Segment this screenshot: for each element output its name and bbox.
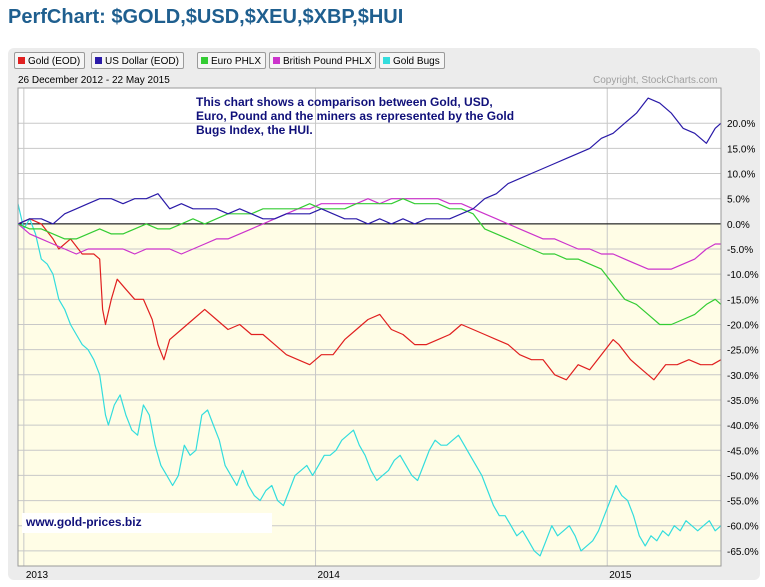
legend-button-us-dollar[interactable]: US Dollar (EOD) <box>91 52 184 69</box>
legend-swatch-us-dollar <box>95 57 102 64</box>
y-tick-label: 20.0% <box>727 119 755 130</box>
y-tick-label: 15.0% <box>727 144 755 155</box>
y-tick-label: 10.0% <box>727 170 755 181</box>
plot-border <box>17 87 722 567</box>
y-tick-label: 5.0% <box>727 195 750 206</box>
y-tick-label: -25.0% <box>727 346 759 357</box>
date-range: 26 December 2012 - 22 May 2015 <box>18 75 170 86</box>
legend-button-euro[interactable]: Euro PHLX <box>197 52 267 69</box>
legend-label-gold: Gold (EOD) <box>28 56 81 67</box>
y-tick-label: -65.0% <box>727 547 759 558</box>
y-tick-label: 0.0% <box>727 220 750 231</box>
y-tick-label: -5.0% <box>727 245 753 256</box>
legend-swatch-british-pound <box>273 57 280 64</box>
legend-swatch-euro <box>201 57 208 64</box>
y-tick-label: -45.0% <box>727 446 759 457</box>
watermark-box: www.gold-prices.biz <box>22 513 272 533</box>
plot-area-lower <box>18 223 721 566</box>
chart-annotation: This chart shows a comparison between Go… <box>196 95 515 137</box>
x-tick-label: 2014 <box>318 570 341 581</box>
series-line-euro-phlx <box>17 198 722 326</box>
legend-swatch-gold-bugs <box>383 57 390 64</box>
y-tick-label: -30.0% <box>727 371 759 382</box>
y-tick-label: -35.0% <box>727 396 759 407</box>
watermark-label: www.gold-prices.biz <box>26 515 142 529</box>
y-tick-label: -60.0% <box>727 522 759 533</box>
series-line-us-dollar-eod <box>17 97 722 225</box>
legend-label-euro: Euro PHLX <box>211 56 262 67</box>
y-tick-label: -15.0% <box>727 295 759 306</box>
y-tick-label: -55.0% <box>727 497 759 508</box>
copyright-notice: Copyright, StockCharts.com <box>593 75 718 86</box>
page-title: PerfChart: $GOLD,$USD,$XEU,$XBP,$HUI <box>8 6 404 28</box>
legend-button-gold[interactable]: Gold (EOD) <box>14 52 86 69</box>
x-tick-label: 2013 <box>26 570 49 581</box>
legend-button-british-pound[interactable]: British Pound PHLX <box>269 52 377 69</box>
legend-button-gold-bugs[interactable]: Gold Bugs <box>379 52 445 69</box>
plot-area-upper <box>18 88 721 224</box>
y-tick-label: -10.0% <box>727 270 759 281</box>
legend-swatch-gold <box>18 57 25 64</box>
y-tick-label: -50.0% <box>727 471 759 482</box>
series-line-gold-eod <box>17 218 722 381</box>
legend-label-british-pound: British Pound PHLX <box>283 56 372 67</box>
legend-label-gold-bugs: Gold Bugs <box>393 56 440 67</box>
series-line-british-pound-phlx <box>17 198 721 270</box>
x-tick-label: 2015 <box>609 570 632 581</box>
legend-label-us-dollar: US Dollar (EOD) <box>105 56 179 67</box>
y-tick-label: -40.0% <box>727 421 759 432</box>
y-tick-label: -20.0% <box>727 320 759 331</box>
series-line-gold-bugs <box>17 203 722 557</box>
